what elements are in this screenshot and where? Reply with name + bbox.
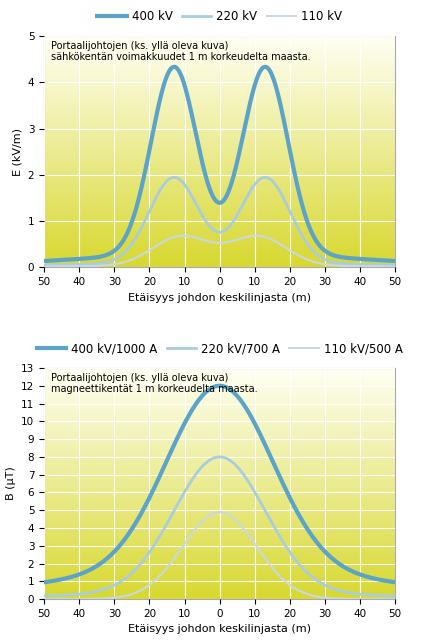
Y-axis label: B (µT): B (µT): [6, 467, 16, 500]
Y-axis label: E (kV/m): E (kV/m): [12, 128, 22, 176]
Legend: 400 kV, 220 kV, 110 kV: 400 kV, 220 kV, 110 kV: [93, 6, 346, 28]
X-axis label: Etäisyys johdon keskilinjasta (m): Etäisyys johdon keskilinjasta (m): [128, 292, 311, 303]
Text: Portaalijohtojen (ks. yllä oleva kuva)
magneettikentät 1 m korkeudelta maasta.: Portaalijohtojen (ks. yllä oleva kuva) m…: [51, 372, 258, 394]
Text: Portaalijohtojen (ks. yllä oleva kuva)
sähkökentän voimakkuudet 1 m korkeudelta : Portaalijohtojen (ks. yllä oleva kuva) s…: [51, 41, 311, 62]
X-axis label: Etäisyys johdon keskilinjasta (m): Etäisyys johdon keskilinjasta (m): [128, 625, 311, 634]
Legend: 400 kV/1000 A, 220 kV/700 A, 110 kV/500 A: 400 kV/1000 A, 220 kV/700 A, 110 kV/500 …: [32, 337, 407, 360]
